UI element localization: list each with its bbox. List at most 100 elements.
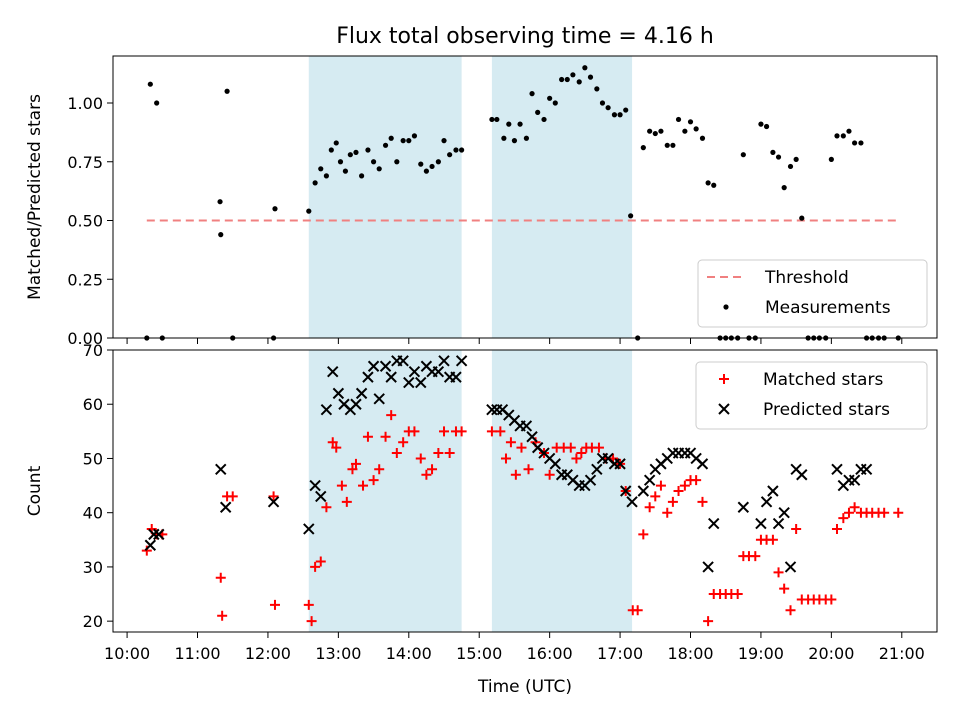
measurement-point	[582, 65, 588, 71]
measurement-point	[217, 199, 223, 205]
measurement-point	[781, 185, 787, 191]
matched-star-point	[495, 426, 506, 437]
x-tick-label: 14:00	[386, 644, 432, 663]
measurement-point	[652, 130, 658, 137]
predicted-star-point	[432, 365, 445, 378]
predicted-star-point	[831, 463, 843, 476]
predicted-star-point	[438, 355, 450, 367]
matched-star-point	[791, 523, 802, 534]
measurement-point	[306, 208, 312, 214]
predicted-star-point	[614, 458, 626, 470]
predicted-star-point	[702, 561, 714, 573]
series-matched-stars	[141, 410, 904, 627]
matched-star-point	[662, 507, 673, 518]
measurement-point	[705, 180, 711, 186]
matched-star-point	[456, 426, 467, 437]
predicted-star-point	[327, 365, 339, 378]
matched-star-point	[571, 453, 582, 464]
measurement-point	[834, 133, 840, 139]
matched-star-point	[306, 616, 317, 627]
legend-label: Matched stars	[763, 370, 883, 390]
shaded-region-0	[308, 350, 462, 632]
x-tick-label: 11:00	[174, 644, 220, 663]
measurement-point	[347, 152, 353, 158]
matched-star-point	[523, 464, 534, 475]
measurement-point	[675, 116, 682, 123]
predicted-star-point	[148, 528, 160, 541]
matched-star-point	[215, 572, 226, 583]
measurement-point	[552, 100, 558, 106]
matched-star-point	[667, 496, 678, 507]
matched-star-point	[444, 448, 455, 459]
predicted-star-point	[373, 393, 385, 405]
y-tick-label: 0.00	[67, 329, 103, 348]
y-tick-label: 0.50	[67, 212, 103, 231]
predicted-star-point	[315, 490, 327, 503]
x-tick-label: 16:00	[527, 644, 573, 663]
measurement-point	[623, 107, 629, 113]
predicted-star-point	[860, 463, 873, 476]
y-axis-label: Count	[25, 465, 45, 516]
measurement-point	[605, 105, 611, 111]
legend-label: Threshold	[764, 268, 849, 288]
matched-star-point	[773, 567, 784, 578]
measurement-point	[763, 123, 770, 130]
matched-star-point	[315, 556, 326, 567]
predicted-star-point	[215, 463, 227, 476]
matched-star-point	[697, 496, 708, 507]
predicted-star-point	[303, 523, 315, 535]
predicted-star-point	[350, 398, 362, 410]
predicted-star-point	[767, 485, 779, 497]
matched-star-point	[386, 410, 397, 421]
x-tick-label: 20:00	[808, 644, 854, 663]
matched-star-point	[650, 491, 661, 502]
matched-star-point	[638, 529, 649, 540]
measurement-point	[570, 72, 576, 78]
measurement-point	[328, 147, 334, 153]
measurement-point	[423, 168, 430, 174]
measurement-point	[711, 182, 717, 188]
series-predicted-stars	[144, 355, 873, 573]
measurement-point	[429, 163, 435, 170]
predicted-star-point	[332, 387, 345, 400]
measurement-point	[617, 112, 623, 118]
measurement-point	[529, 91, 535, 97]
matched-star-point	[516, 442, 527, 453]
matched-star-point	[303, 599, 314, 610]
matched-star-point	[380, 431, 391, 442]
measurement-point	[382, 142, 389, 148]
matched-star-point	[632, 605, 643, 616]
matched-star-point	[227, 491, 238, 502]
matched-star-point	[673, 486, 684, 496]
predicted-star-point	[591, 463, 603, 476]
shaded-region-1	[491, 56, 633, 338]
x-tick-label: 18:00	[667, 644, 713, 663]
matched-star-point	[331, 442, 342, 453]
matched-star-point	[374, 464, 385, 475]
predicted-star-point	[385, 371, 397, 383]
predicted-star-point	[355, 387, 368, 400]
matched-star-point	[767, 534, 778, 545]
chart-title: Flux total observing time = 4.16 h	[336, 24, 714, 49]
predicted-star-point	[367, 360, 380, 372]
matched-star-point	[362, 431, 373, 442]
matched-star-point	[893, 507, 904, 518]
x-axis-label: Time (UTC)	[477, 677, 572, 697]
measurement-point	[406, 138, 412, 144]
legend-box	[697, 259, 928, 328]
legend-box	[695, 361, 928, 430]
legend-swatch-measurements	[723, 304, 729, 310]
measurement-point	[388, 135, 394, 141]
measurement-point	[564, 76, 570, 83]
measurement-point	[418, 161, 424, 167]
matched-star-point	[879, 507, 890, 518]
measurement-point	[147, 81, 153, 87]
measurement-point	[559, 76, 565, 83]
matched-star-point	[421, 469, 432, 480]
matched-star-point	[217, 610, 228, 621]
x-tick-label: 15:00	[456, 644, 502, 663]
predicted-star-point	[144, 539, 157, 551]
matched-star-point	[576, 448, 587, 459]
predicted-star-point	[848, 474, 861, 486]
